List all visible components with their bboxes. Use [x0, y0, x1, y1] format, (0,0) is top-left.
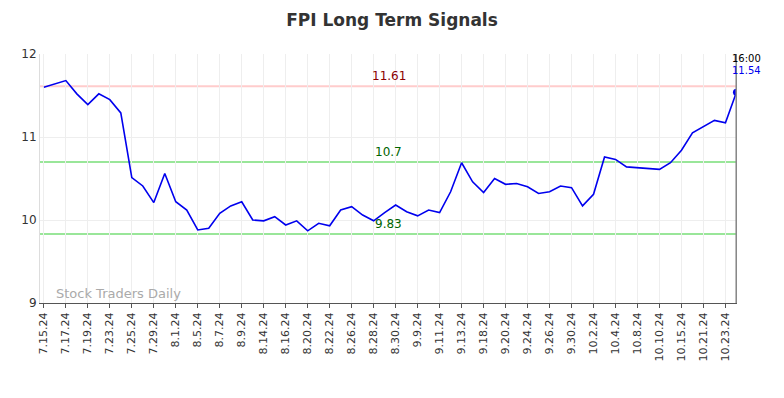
svg-text:10.23.24: 10.23.24 [719, 312, 732, 361]
svg-text:8.5.24: 8.5.24 [191, 312, 204, 347]
svg-text:9.26.24: 9.26.24 [543, 312, 556, 354]
svg-text:9.13.24: 9.13.24 [455, 312, 468, 354]
svg-text:10.2.24: 10.2.24 [587, 312, 600, 354]
svg-text:7.25.24: 7.25.24 [125, 312, 138, 354]
svg-text:7.23.24: 7.23.24 [103, 312, 116, 354]
svg-text:7.17.24: 7.17.24 [59, 312, 72, 354]
svg-text:8.7.24: 8.7.24 [213, 312, 226, 347]
svg-text:16:00: 16:00 [732, 53, 761, 64]
svg-text:8.28.24: 8.28.24 [367, 312, 380, 354]
svg-text:8.30.24: 8.30.24 [389, 312, 402, 354]
svg-text:10.4.24: 10.4.24 [609, 312, 622, 354]
svg-text:10.15.24: 10.15.24 [675, 312, 688, 361]
svg-text:9.24.24: 9.24.24 [521, 312, 534, 354]
svg-text:7.19.24: 7.19.24 [81, 312, 94, 354]
svg-text:8.22.24: 8.22.24 [323, 312, 336, 354]
svg-text:8.26.24: 8.26.24 [345, 312, 358, 354]
svg-text:9.83: 9.83 [375, 217, 402, 231]
svg-text:10.7: 10.7 [375, 145, 402, 159]
svg-text:12: 12 [21, 47, 36, 61]
svg-text:9.18.24: 9.18.24 [477, 312, 490, 354]
svg-text:9.11.24: 9.11.24 [433, 312, 446, 354]
svg-text:8.9.24: 8.9.24 [235, 312, 248, 347]
svg-text:Stock Traders Daily: Stock Traders Daily [56, 286, 181, 301]
svg-text:8.14.24: 8.14.24 [257, 312, 270, 354]
svg-text:10.21.24: 10.21.24 [697, 312, 710, 361]
svg-text:8.20.24: 8.20.24 [301, 312, 314, 354]
svg-text:10: 10 [21, 213, 36, 227]
svg-text:11: 11 [21, 130, 36, 144]
svg-text:10.10.24: 10.10.24 [653, 312, 666, 361]
svg-text:9.20.24: 9.20.24 [499, 312, 512, 354]
svg-text:8.16.24: 8.16.24 [279, 312, 292, 354]
svg-text:9.9.24: 9.9.24 [411, 312, 424, 347]
svg-text:9.30.24: 9.30.24 [565, 312, 578, 354]
svg-text:11.54: 11.54 [732, 65, 761, 76]
svg-text:10.8.24: 10.8.24 [631, 312, 644, 354]
svg-text:7.15.24: 7.15.24 [37, 312, 50, 354]
svg-text:11.61: 11.61 [372, 69, 406, 83]
svg-text:8.1.24: 8.1.24 [169, 312, 182, 347]
svg-text:7.29.24: 7.29.24 [147, 312, 160, 354]
svg-text:FPI Long Term Signals: FPI Long Term Signals [286, 10, 498, 30]
svg-text:9: 9 [29, 296, 37, 310]
